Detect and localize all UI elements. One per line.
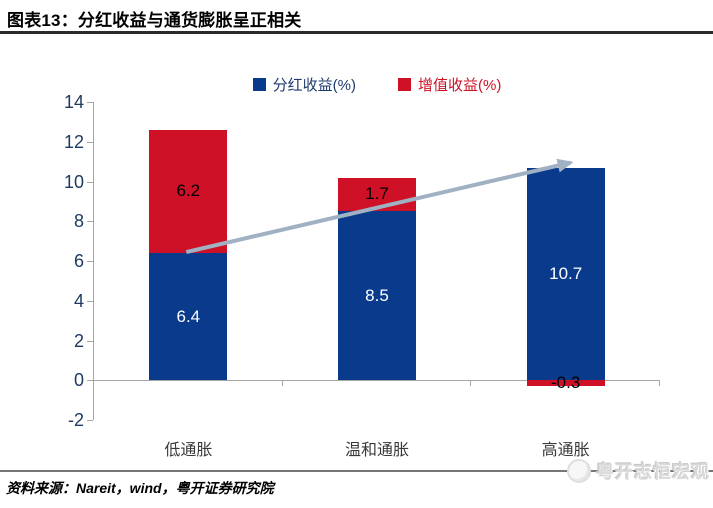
chart-legend: 分红收益(%) 增值收益(%) xyxy=(94,74,660,94)
category-label: 高通胀 xyxy=(541,442,590,459)
legend-item: 增值收益(%) xyxy=(398,74,501,95)
y-axis-line xyxy=(93,102,94,420)
watermark: 粤开志恒宏观 xyxy=(567,458,710,484)
y-tick-label: 6 xyxy=(73,251,84,271)
y-tick-mark xyxy=(87,261,93,262)
bar-value-label: 6.2 xyxy=(176,181,201,201)
bar-value-label: 10.7 xyxy=(549,263,583,283)
y-tick-mark xyxy=(87,300,93,302)
legend-item: 分红收益(%) xyxy=(252,74,356,95)
x-axis-line xyxy=(94,380,660,382)
title-underline xyxy=(0,31,713,34)
y-tick-label: 4 xyxy=(73,290,84,311)
x-tick-mark xyxy=(470,380,472,387)
y-tick-label: 8 xyxy=(73,211,84,232)
x-tick-mark xyxy=(281,380,283,387)
x-tick-mark xyxy=(659,380,660,387)
y-tick-label: 12 xyxy=(63,131,84,152)
y-tick-mark xyxy=(87,141,93,143)
y-tick-mark xyxy=(87,102,93,103)
bar-value-label: 1.7 xyxy=(365,184,389,204)
category-label: 温和通胀 xyxy=(344,442,409,459)
y-tick-mark xyxy=(87,340,93,342)
dividend-bar-segment xyxy=(149,253,228,381)
y-tick-label: 0 xyxy=(73,370,84,391)
y-tick-mark xyxy=(87,221,93,223)
bar-value-label: 8.5 xyxy=(365,285,389,305)
y-tick-label: -2 xyxy=(67,410,84,430)
legend-label: 分红收益(%) xyxy=(272,76,356,94)
category-label: 低通胀 xyxy=(164,442,213,459)
footer-divider xyxy=(0,470,713,472)
y-tick-label: 2 xyxy=(73,330,84,351)
y-tick-label: 10 xyxy=(63,171,84,192)
y-tick-mark xyxy=(87,420,93,421)
x-tick-mark xyxy=(93,380,94,387)
source-note: 资料来源：Nareit，wind，粤开证券研究院 xyxy=(6,480,274,496)
appreciation-bar-segment xyxy=(526,380,605,387)
bar-value-label: 6.4 xyxy=(176,306,201,326)
y-tick-mark xyxy=(87,380,93,382)
y-tick-label: 14 xyxy=(63,92,84,112)
legend-swatch-icon xyxy=(398,77,411,91)
figure-title: 图表13：分红收益与通货膨胀呈正相关 xyxy=(7,11,302,30)
y-tick-mark xyxy=(87,181,93,183)
watermark-text: 粤开志恒宏观 xyxy=(596,462,710,482)
legend-label: 增值收益(%) xyxy=(418,76,502,94)
watermark-logo-icon xyxy=(567,459,591,483)
bar-value-label: -0.3 xyxy=(551,373,581,393)
legend-swatch-icon xyxy=(252,77,266,91)
